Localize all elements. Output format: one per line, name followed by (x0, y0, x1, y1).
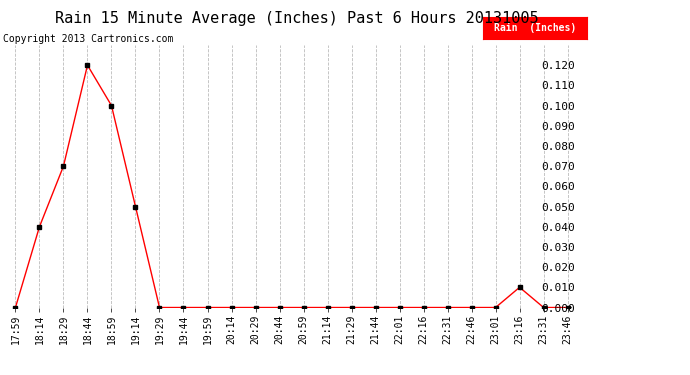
Text: Rain  (Inches): Rain (Inches) (493, 23, 576, 33)
Text: Rain 15 Minute Average (Inches) Past 6 Hours 20131005: Rain 15 Minute Average (Inches) Past 6 H… (55, 11, 538, 26)
Text: Copyright 2013 Cartronics.com: Copyright 2013 Cartronics.com (3, 34, 174, 44)
